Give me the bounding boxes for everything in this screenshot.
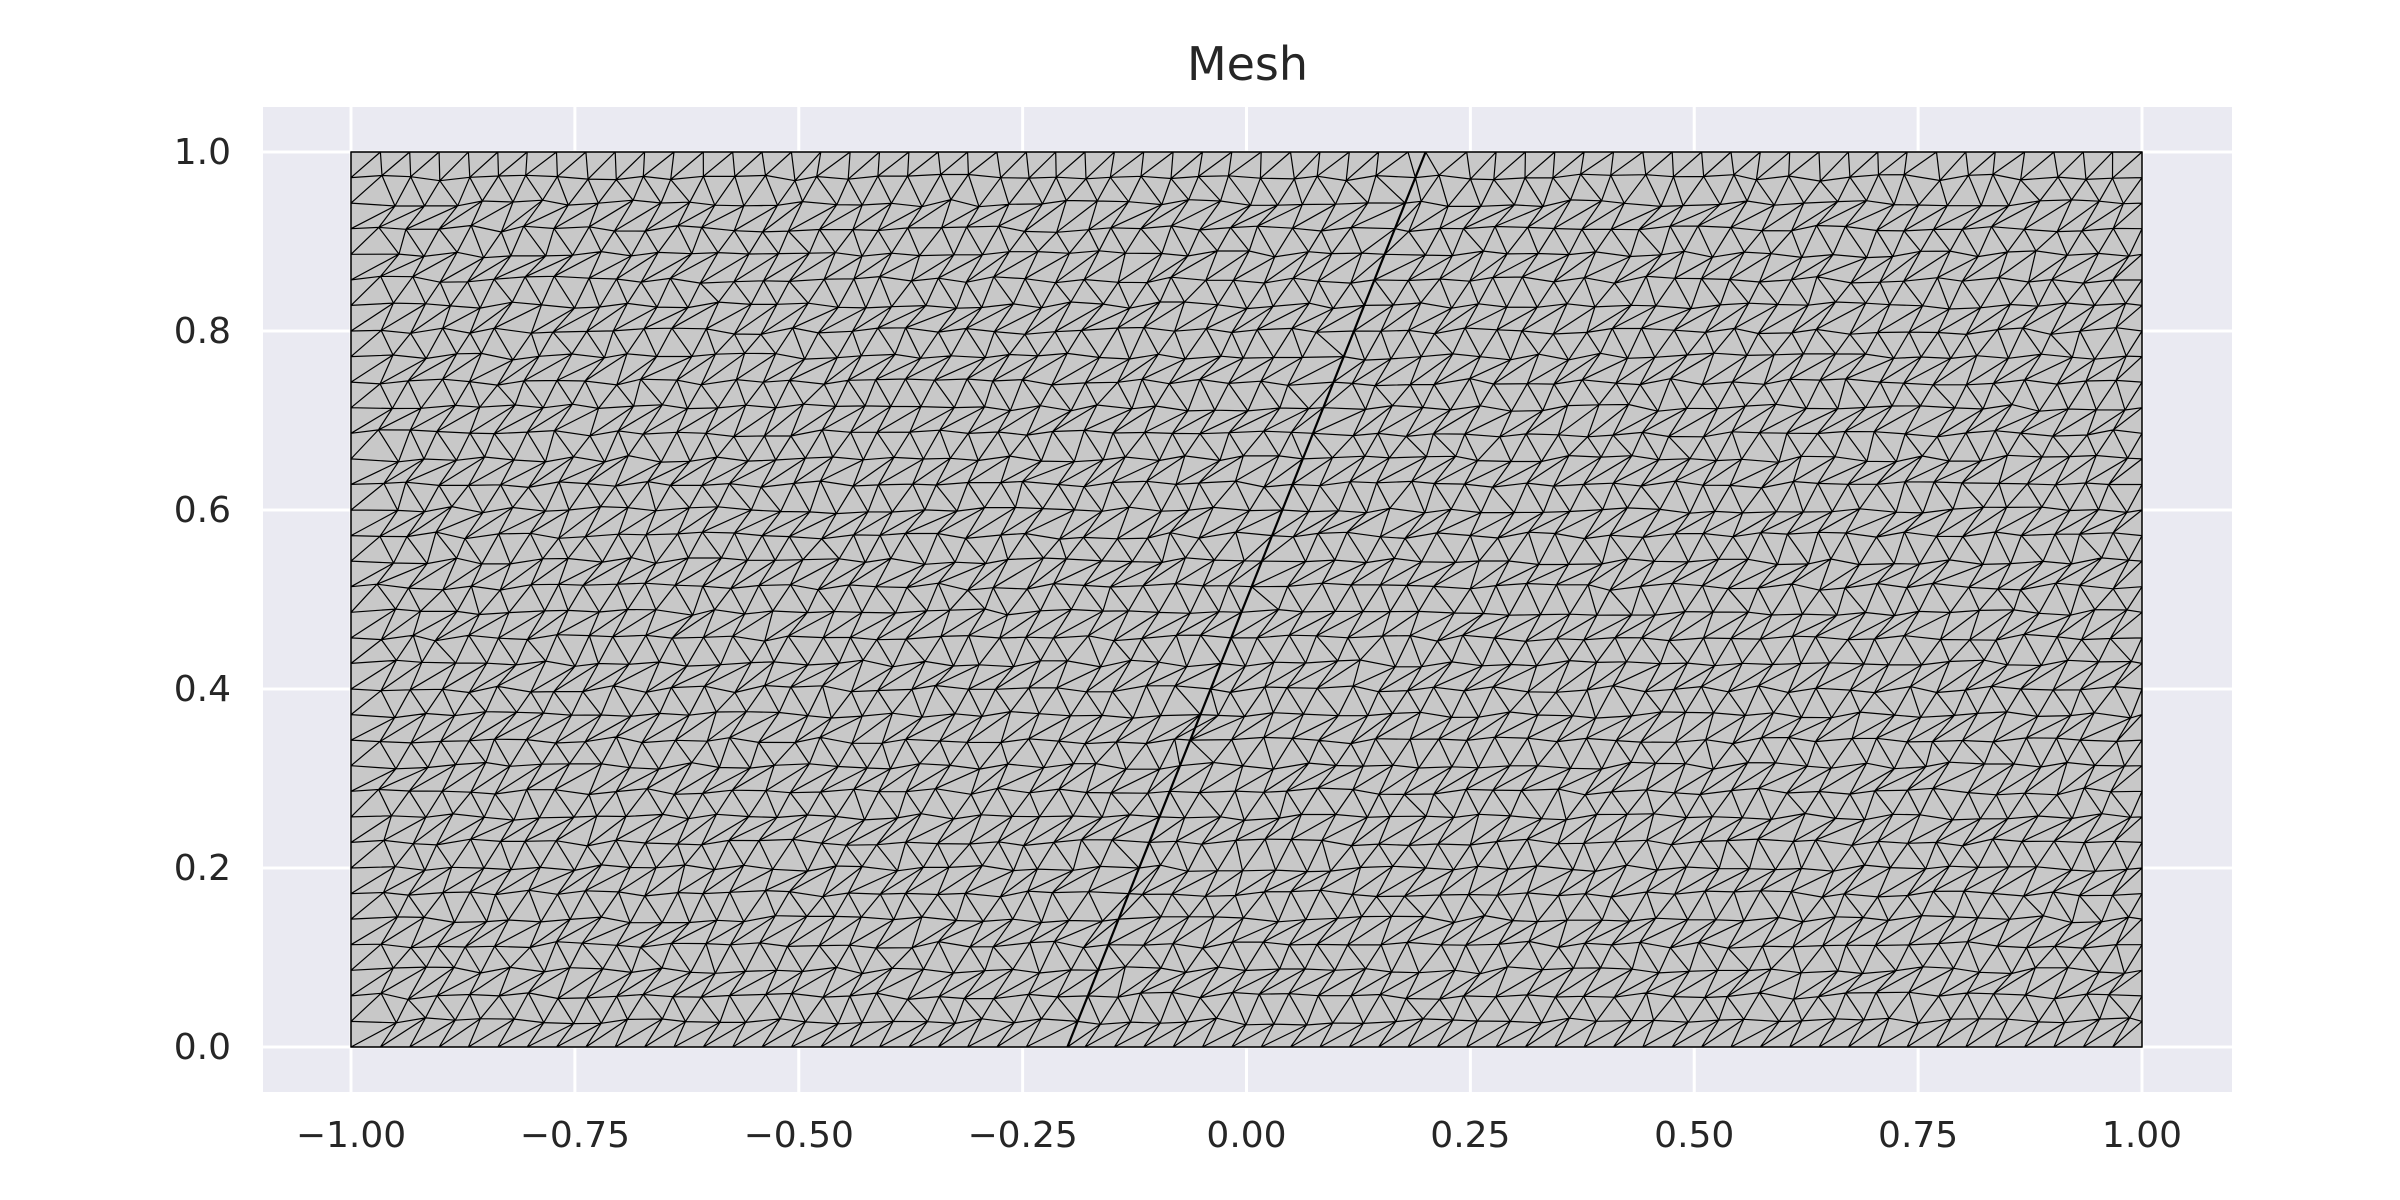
y-tick-label: 0.0 [174, 1027, 231, 1068]
chart-title: Mesh [1187, 37, 1308, 91]
x-tick-label: 0.25 [1430, 1115, 1510, 1156]
mesh-edges [350, 151, 2143, 1048]
y-tick-label: 0.2 [174, 848, 231, 889]
y-tick-label: 0.4 [174, 669, 231, 710]
x-tick-label: −0.25 [967, 1115, 1077, 1156]
x-tick-label: −1.00 [296, 1115, 406, 1156]
y-tick-label: 0.6 [174, 490, 231, 531]
x-tick-label: 0.50 [1654, 1115, 1734, 1156]
tick-labels: −1.00 −0.75 −0.50 −0.25 0.00 0.25 0.50 0.75 1.00… [174, 132, 2182, 1156]
y-tick-label: 0.8 [174, 311, 231, 352]
x-tick-label: 1.00 [2102, 1115, 2182, 1156]
x-tick-label: 0.75 [1878, 1115, 1958, 1156]
y-tick-label: 1.0 [174, 132, 231, 173]
x-tick-label: −0.75 [520, 1115, 630, 1156]
x-tick-label: 0.00 [1206, 1115, 1286, 1156]
mesh-plot [350, 151, 2143, 1048]
x-tick-label: −0.50 [744, 1115, 854, 1156]
interface-line [1066, 151, 1427, 1048]
